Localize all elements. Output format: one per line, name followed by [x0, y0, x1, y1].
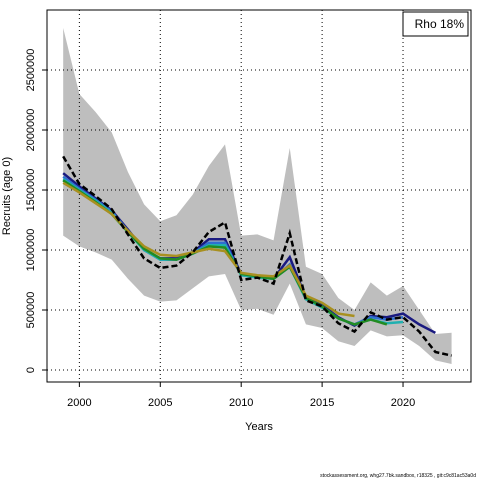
y-tick-label: 1500000 [25, 169, 37, 212]
confidence-band [63, 28, 452, 364]
y-tick-label: 1000000 [25, 229, 37, 272]
plot-area [47, 10, 471, 382]
annotation: Rho 18% [415, 17, 465, 31]
y-axis-label: Recruits (age 0) [1, 157, 13, 235]
y-tick-label: 2000000 [25, 109, 37, 152]
x-tick-label: 2020 [391, 397, 415, 409]
footer: stockassessment.org, whg27.7bk.sandbox, … [320, 473, 476, 479]
plot-frame [46, 9, 472, 383]
y-tick-label: 0 [25, 367, 37, 373]
x-tick-label: 2015 [310, 397, 334, 409]
y-tick-label: 500000 [25, 292, 37, 329]
annotation-box [402, 11, 469, 37]
x-tick-label: 2000 [67, 397, 91, 409]
x-tick-label: 2005 [148, 397, 172, 409]
series-line [62, 155, 452, 357]
y-tick-label: 2500000 [25, 49, 37, 92]
x-axis-label: Years [245, 421, 273, 433]
x-tick-label: 2010 [229, 397, 253, 409]
